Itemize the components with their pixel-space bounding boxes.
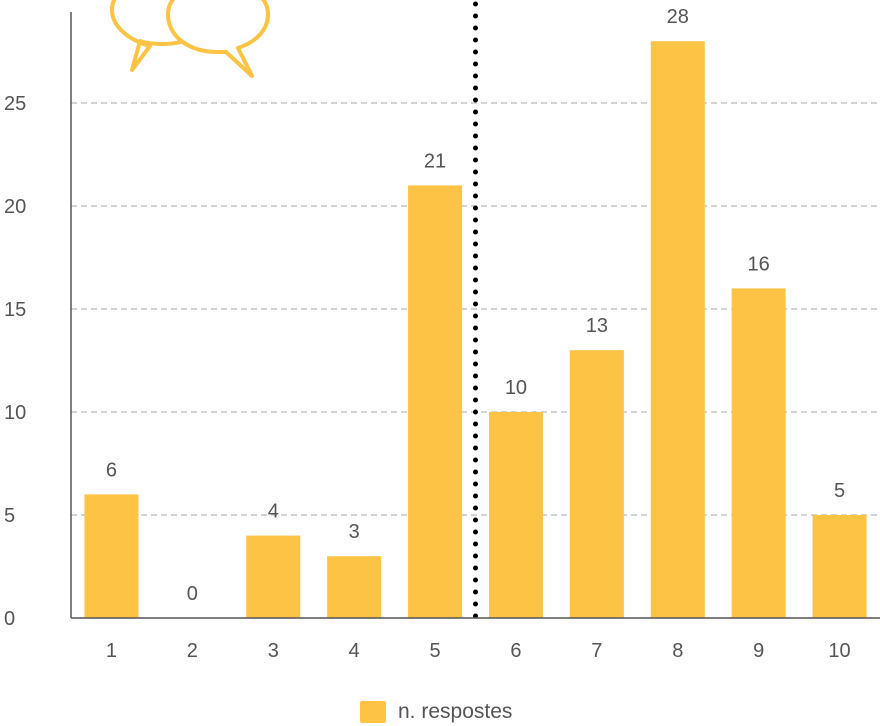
x-tick-label: 9 bbox=[753, 640, 764, 662]
bar bbox=[408, 185, 463, 618]
x-tick-label: 5 bbox=[429, 640, 440, 662]
data-label: 4 bbox=[268, 501, 279, 523]
speech-bubbles-icon bbox=[110, 0, 270, 78]
bar bbox=[812, 515, 867, 618]
data-label: 13 bbox=[586, 315, 608, 337]
x-tick-label: 10 bbox=[828, 640, 850, 662]
y-tick-label: 10 bbox=[4, 402, 26, 424]
bar bbox=[246, 535, 301, 618]
x-tick-label: 4 bbox=[349, 640, 360, 662]
bar bbox=[569, 350, 624, 618]
legend-label: n. respostes bbox=[398, 700, 513, 723]
x-tick-label: 1 bbox=[106, 640, 117, 662]
bar bbox=[731, 288, 786, 618]
legend: n. respostes bbox=[360, 700, 512, 724]
bar bbox=[84, 494, 139, 618]
x-tick-label: 2 bbox=[187, 640, 198, 662]
data-label: 5 bbox=[834, 480, 845, 502]
data-label: 0 bbox=[187, 583, 198, 605]
legend-swatch bbox=[360, 701, 386, 723]
bar bbox=[488, 412, 543, 618]
data-label: 21 bbox=[424, 150, 446, 172]
y-tick-label: 20 bbox=[4, 196, 26, 218]
data-label: 6 bbox=[106, 459, 117, 481]
bars bbox=[84, 41, 867, 618]
bar bbox=[327, 556, 382, 618]
x-tick-label: 6 bbox=[510, 640, 521, 662]
data-label: 10 bbox=[505, 377, 527, 399]
y-tick-label: 5 bbox=[4, 505, 15, 527]
y-tick-label: 0 bbox=[4, 608, 15, 630]
axes: 0 5 10 15 20 25 1 2 3 4 5 6 7 8 9 10 bbox=[4, 12, 880, 662]
data-label: 3 bbox=[349, 521, 360, 543]
x-tick-label: 3 bbox=[268, 640, 279, 662]
y-tick-label: 25 bbox=[4, 93, 26, 115]
x-tick-label: 7 bbox=[591, 640, 602, 662]
data-labels: 6 0 4 3 21 10 13 28 16 5 bbox=[106, 6, 845, 605]
data-label: 16 bbox=[748, 253, 770, 275]
bar bbox=[650, 41, 705, 618]
y-tick-label: 15 bbox=[4, 299, 26, 321]
data-label: 28 bbox=[667, 6, 689, 28]
x-tick-label: 8 bbox=[672, 640, 683, 662]
